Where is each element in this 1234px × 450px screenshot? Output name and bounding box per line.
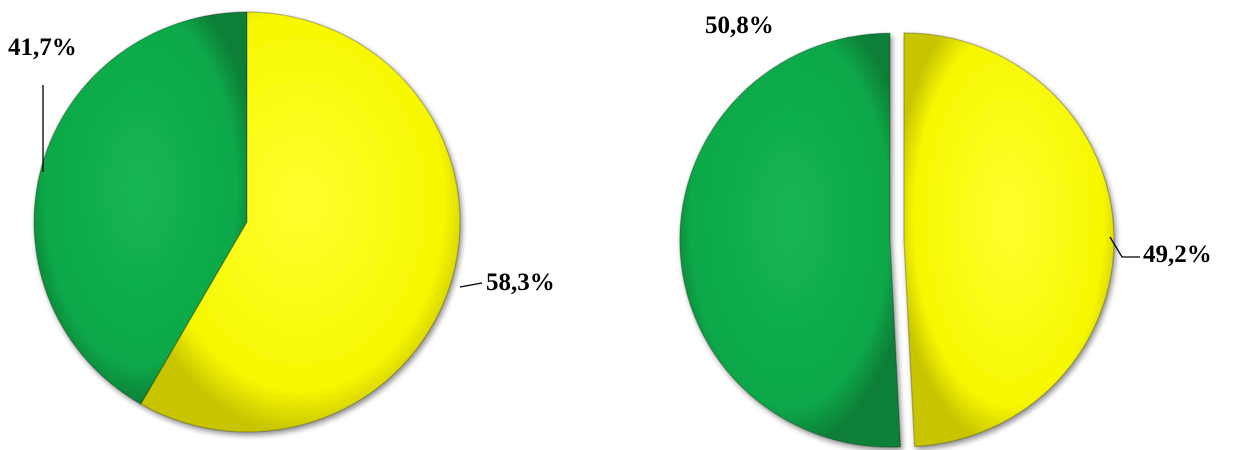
pie-1-data-label-2: 58,3%: [486, 269, 555, 296]
pie-2-slice-1: [679, 32, 902, 448]
pie-2-leader-line-2: [1109, 236, 1140, 258]
pie-2-data-label-2: 49,2%: [1143, 241, 1212, 268]
pie-2-data-label-1: 50,8%: [705, 12, 774, 39]
pie-chart-1: [33, 11, 461, 433]
pie-1-leader-line-2: [459, 282, 483, 288]
pie-chart-2: [679, 32, 1115, 448]
pie-1-slice-1: [33, 11, 248, 405]
pie-1-slice-2: [140, 11, 461, 433]
pie-1-data-label-1: 41,7%: [8, 34, 77, 61]
pie-2-slice-2: [903, 32, 1115, 448]
